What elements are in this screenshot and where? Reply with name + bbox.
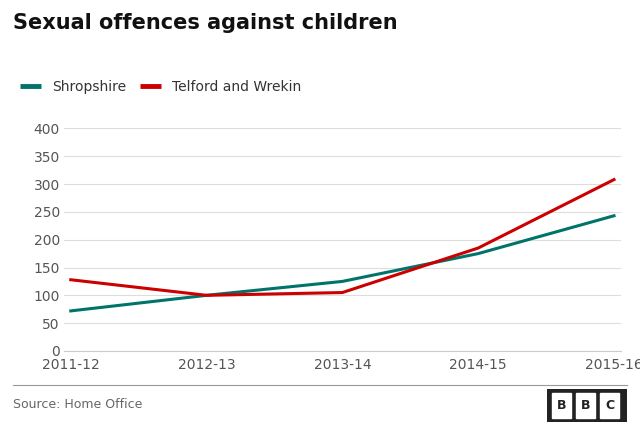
FancyBboxPatch shape [600, 393, 620, 419]
Text: B: B [557, 399, 566, 412]
Text: Sexual offences against children: Sexual offences against children [13, 13, 397, 33]
Text: C: C [605, 399, 614, 412]
FancyBboxPatch shape [552, 393, 572, 419]
Legend: Shropshire, Telford and Wrekin: Shropshire, Telford and Wrekin [20, 80, 301, 94]
Text: B: B [581, 399, 590, 412]
FancyBboxPatch shape [576, 393, 595, 419]
Text: Source: Home Office: Source: Home Office [13, 398, 142, 411]
